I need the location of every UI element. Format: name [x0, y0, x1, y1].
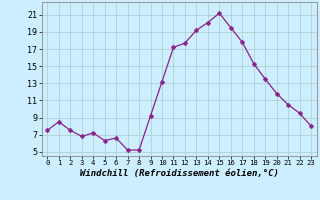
X-axis label: Windchill (Refroidissement éolien,°C): Windchill (Refroidissement éolien,°C)	[80, 169, 279, 178]
